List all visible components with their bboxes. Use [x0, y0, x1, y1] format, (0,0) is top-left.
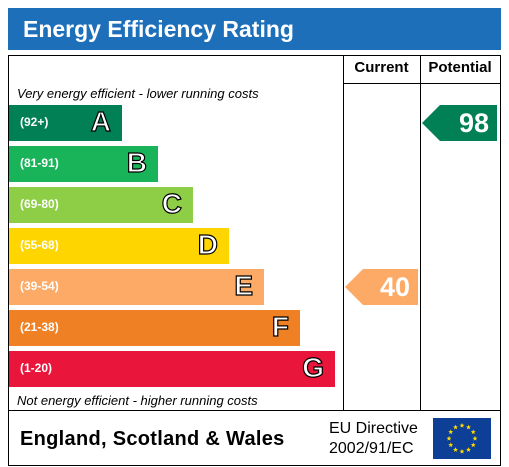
star-icon — [459, 422, 465, 428]
star-icon — [446, 435, 452, 441]
band-letter: G — [302, 351, 325, 383]
rating-band-a: (92+) A — [9, 105, 122, 141]
star-icon — [448, 429, 454, 435]
band-range: (1-20) — [20, 361, 53, 375]
page-title: Energy Efficiency Rating — [23, 16, 294, 42]
arrow-shape — [345, 269, 418, 305]
rating-band-d: (55-68) D — [9, 228, 229, 264]
star-icon — [470, 442, 476, 448]
eu-directive: EU Directive 2002/91/EC — [329, 419, 418, 459]
divider — [9, 410, 500, 411]
star-icon — [459, 448, 465, 454]
divider — [420, 56, 421, 410]
band-range: (81-91) — [20, 156, 59, 170]
divider — [343, 83, 500, 84]
band-letter: C — [161, 187, 182, 219]
rating-band-e: (39-54) E — [9, 269, 264, 305]
directive-line-1: EU Directive — [329, 420, 418, 437]
rating-band-f: (21-38) F — [9, 310, 300, 346]
band-letter: B — [126, 146, 147, 178]
band-letter: E — [234, 269, 254, 301]
star-icon — [472, 435, 478, 441]
title-banner: Energy Efficiency Rating — [8, 8, 501, 50]
star-icon — [448, 442, 454, 448]
arrow-shape — [422, 105, 497, 141]
band-letter: A — [90, 105, 111, 137]
rating-chart: Current Potential Very energy efficient … — [8, 55, 501, 466]
star-icon — [466, 424, 471, 430]
band-letter: F — [271, 310, 289, 342]
star-icon — [453, 447, 458, 452]
band-range: (92+) — [20, 115, 49, 129]
rating-band-b: (81-91) B — [9, 146, 158, 182]
region-label: England, Scotland & Wales — [20, 428, 285, 450]
rating-band-g: (1-20) G — [9, 351, 335, 387]
potential-rating-value: 98 — [458, 108, 489, 138]
top-note: Very energy efficient - lower running co… — [17, 86, 259, 101]
divider — [343, 56, 344, 410]
star-icon — [466, 447, 471, 452]
eu-flag-stars — [446, 422, 478, 454]
potential-rating-arrow: 98 — [422, 105, 497, 141]
band-range: (55-68) — [20, 238, 59, 252]
star-icon — [470, 429, 476, 435]
eu-flag-icon — [433, 418, 491, 459]
band-range: (69-80) — [20, 197, 59, 211]
potential-column-header: Potential — [428, 59, 492, 76]
rating-band-c: (69-80) C — [9, 187, 193, 223]
bottom-note: Not energy efficient - higher running co… — [17, 393, 258, 408]
star-icon — [453, 424, 458, 430]
band-range: (21-38) — [20, 320, 59, 334]
current-rating-arrow: 40 — [345, 269, 418, 305]
current-rating-value: 40 — [379, 272, 410, 302]
current-column-header: Current — [354, 59, 409, 76]
directive-line-2: 2002/91/EC — [329, 440, 414, 457]
band-range: (39-54) — [20, 279, 59, 293]
band-letter: D — [197, 228, 218, 260]
